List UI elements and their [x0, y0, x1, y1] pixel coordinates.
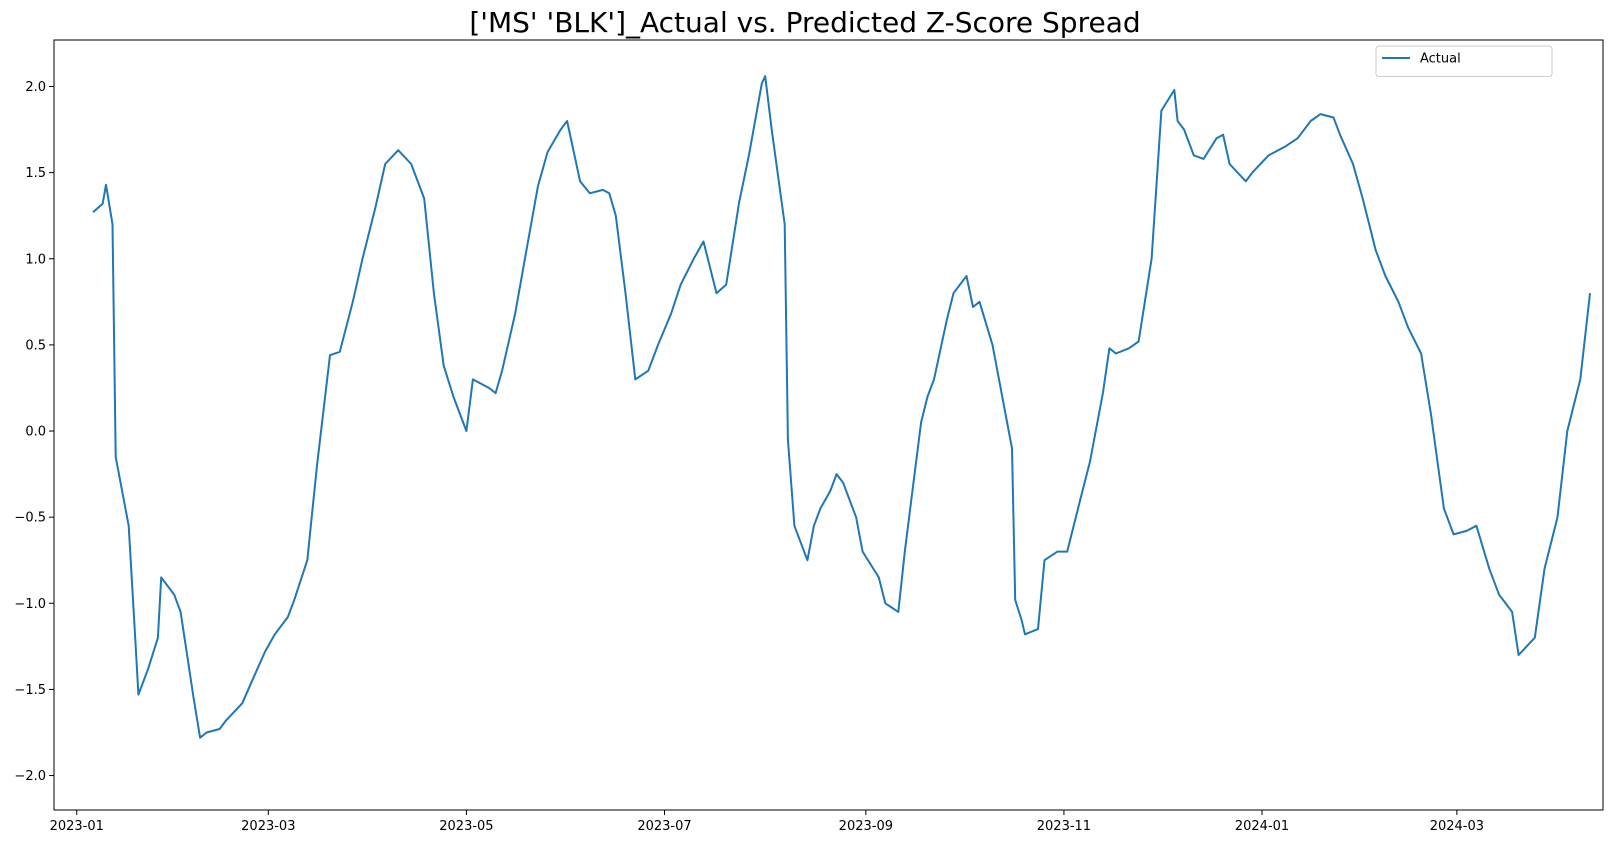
legend-label: Actual [1420, 52, 1461, 67]
plot-frame [53, 39, 1604, 811]
y-tick-label: 0.5 [25, 338, 46, 353]
plot-area [92, 75, 1591, 739]
y-tick-label: 1.0 [25, 252, 46, 267]
x-tick-label: 2023-07 [637, 819, 691, 834]
y-tick-label: −1.0 [14, 597, 46, 612]
x-tick-label: 2024-01 [1235, 819, 1289, 834]
y-axis: −2.0 −1.5 −1.0 −0.5 0.0 0.5 1.0 1.5 2.0 [14, 80, 54, 784]
y-tick-label: −1.5 [14, 683, 46, 698]
legend: Actual [1375, 45, 1553, 77]
x-axis: 2023-01 2023-03 2023-05 2023-07 2023-09 2023-… [50, 810, 1484, 834]
x-tick-label: 2024-03 [1430, 819, 1484, 834]
y-tick-label: −0.5 [14, 511, 46, 526]
x-tick-label: 2023-05 [439, 819, 493, 834]
y-tick-label: 2.0 [25, 80, 46, 95]
series-line-actual [92, 75, 1591, 739]
x-tick-label: 2023-11 [1037, 819, 1091, 834]
legend-box [1375, 45, 1553, 77]
y-tick-label: 0.0 [25, 425, 46, 440]
chart-title: ['MS' 'BLK']_Actual vs. Predicted Z-Scor… [469, 6, 1140, 39]
y-tick-label: −2.0 [14, 769, 46, 784]
x-tick-label: 2023-01 [50, 819, 104, 834]
x-tick-label: 2023-09 [839, 819, 893, 834]
y-tick-label: 1.5 [25, 166, 46, 181]
x-tick-label: 2023-03 [241, 819, 295, 834]
